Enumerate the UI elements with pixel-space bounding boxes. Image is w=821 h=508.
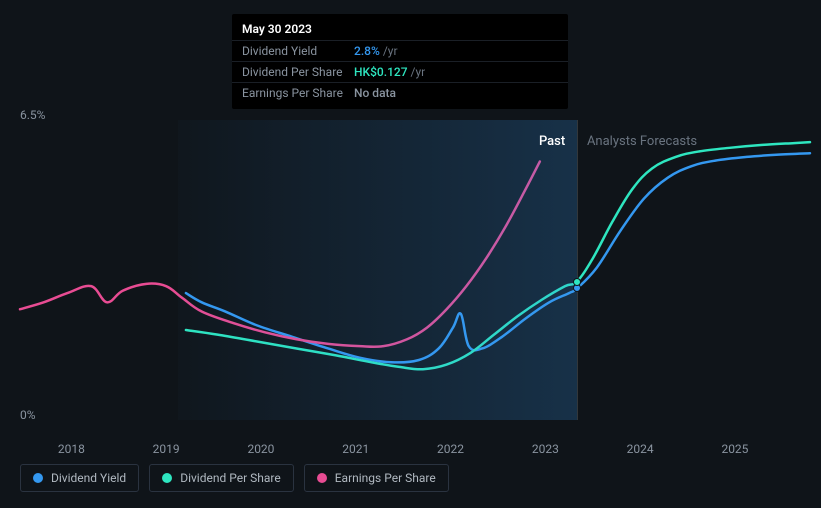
x-tick: 2025	[721, 442, 748, 456]
forecast-label: Analysts Forecasts	[587, 134, 697, 149]
tooltip-row-label: Dividend Per Share	[242, 65, 354, 79]
tooltip-date: May 30 2023	[232, 20, 568, 40]
chart: 6.5% 0% Past Analysts Forecasts 20182019…	[20, 100, 810, 430]
legend-label: Dividend Yield	[51, 471, 126, 485]
plot-svg	[20, 120, 810, 420]
legend-dot-icon	[33, 473, 43, 483]
tooltip-row-unit: /yr	[383, 44, 398, 58]
x-tick: 2023	[532, 442, 559, 456]
x-tick: 2024	[627, 442, 654, 456]
legend-item[interactable]: Dividend Yield	[20, 464, 139, 492]
tooltip-row-unit: /yr	[411, 65, 426, 79]
tooltip: May 30 2023 Dividend Yield2.8%/yrDividen…	[232, 14, 568, 109]
tooltip-row-value: HK$0.127	[354, 65, 408, 79]
tooltip-row: Earnings Per ShareNo data	[232, 82, 568, 103]
x-tick: 2018	[58, 442, 85, 456]
plot-area[interactable]: Past Analysts Forecasts	[20, 120, 810, 420]
legend-label: Earnings Per Share	[335, 471, 436, 485]
tooltip-row-label: Earnings Per Share	[242, 86, 354, 100]
tooltip-row: Dividend Yield2.8%/yr	[232, 40, 568, 61]
x-tick: 2021	[342, 442, 369, 456]
legend-item[interactable]: Earnings Per Share	[304, 464, 449, 492]
tooltip-row-label: Dividend Yield	[242, 44, 354, 58]
legend-dot-icon	[317, 473, 327, 483]
past-label: Past	[539, 134, 565, 149]
tooltip-row: Dividend Per ShareHK$0.127/yr	[232, 61, 568, 82]
legend: Dividend Yield Dividend Per Share Earnings…	[20, 464, 449, 492]
tooltip-row-value: 2.8%	[354, 44, 380, 58]
x-tick: 2022	[437, 442, 464, 456]
past-forecast-divider	[577, 120, 578, 420]
legend-dot-icon	[162, 473, 172, 483]
legend-label: Dividend Per Share	[180, 471, 281, 485]
x-tick: 2019	[153, 442, 180, 456]
tooltip-row-value: No data	[354, 86, 396, 100]
series-marker	[573, 284, 581, 292]
x-tick: 2020	[247, 442, 274, 456]
series-marker	[573, 278, 581, 286]
tooltip-rows: Dividend Yield2.8%/yrDividend Per ShareH…	[232, 40, 568, 103]
legend-item[interactable]: Dividend Per Share	[149, 464, 294, 492]
